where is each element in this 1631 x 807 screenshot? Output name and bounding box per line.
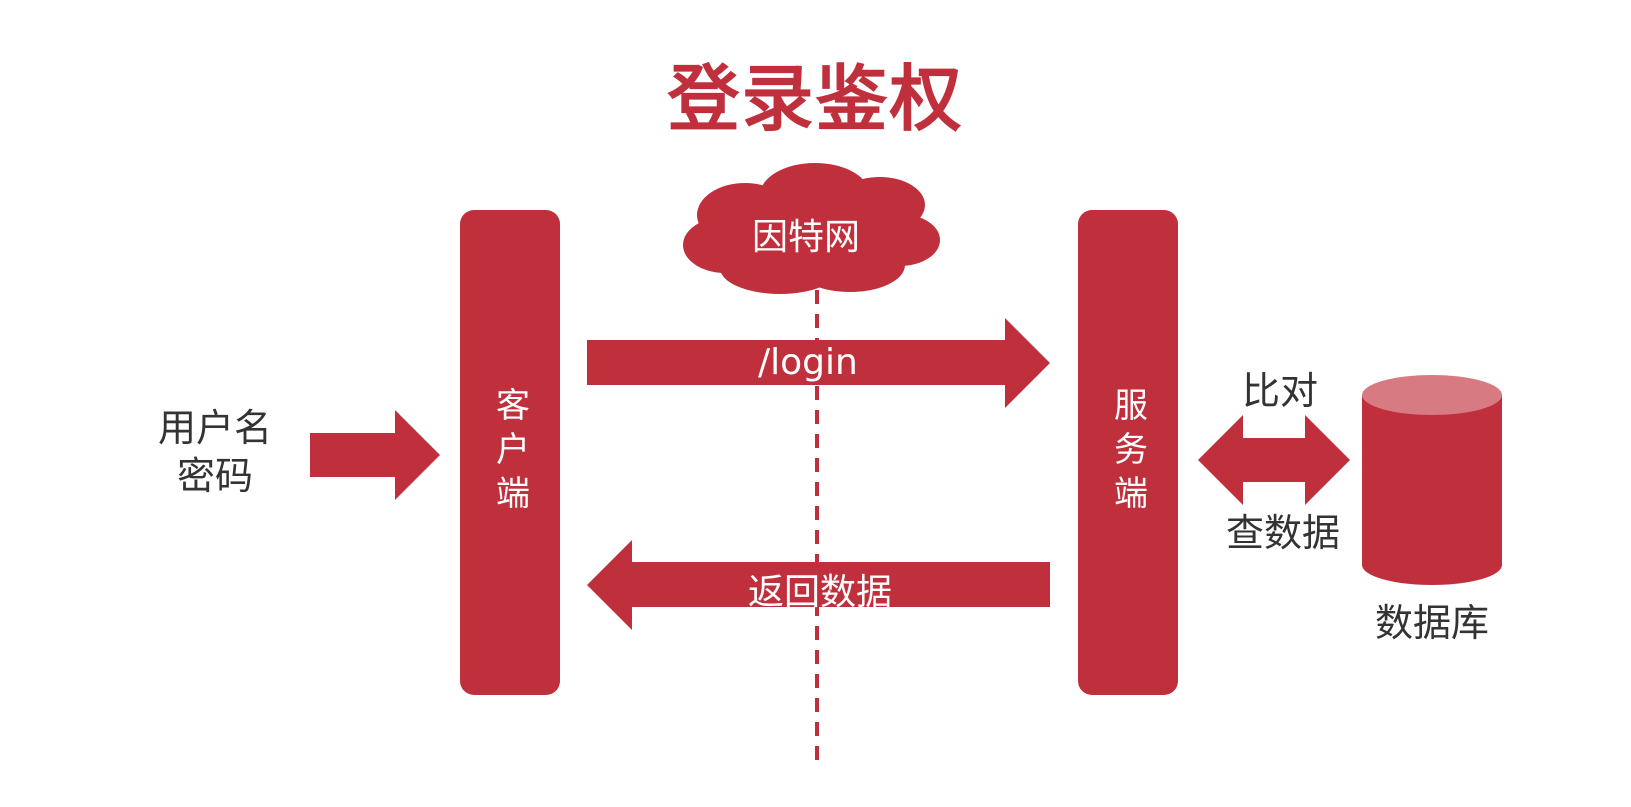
database-icon bbox=[1362, 375, 1502, 585]
response-label: 返回数据 bbox=[748, 572, 893, 613]
query-label: 查数据 bbox=[1225, 511, 1340, 555]
database-label: 数据库 bbox=[1374, 601, 1489, 645]
client-pillar: 客户端 bbox=[460, 210, 560, 695]
server-pillar: 服务端 bbox=[1078, 210, 1178, 695]
cloud-icon bbox=[683, 163, 940, 294]
request-label: /login bbox=[758, 342, 858, 383]
request-arrow bbox=[587, 318, 1050, 408]
diagram-title: 登录鉴权 bbox=[667, 57, 964, 141]
compare-label: 比对 bbox=[1241, 369, 1318, 413]
credentials-label: 用户名 密码 bbox=[157, 406, 272, 498]
credentials-arrow bbox=[310, 410, 440, 500]
compare-double-arrow bbox=[1198, 415, 1350, 505]
server-label: 服务端 bbox=[1107, 386, 1148, 519]
response-arrow bbox=[587, 540, 1050, 630]
internet-label: 因特网 bbox=[752, 217, 861, 258]
client-label: 客户端 bbox=[489, 386, 530, 519]
